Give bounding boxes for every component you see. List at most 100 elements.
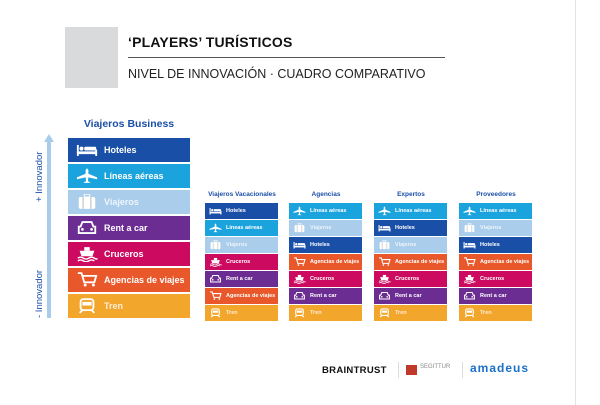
ranking-item-agencias: Agencias de viajes xyxy=(289,254,362,270)
ranking-item-agencias: Agencias de viajes xyxy=(459,254,532,270)
bed-icon xyxy=(374,223,395,233)
train-icon xyxy=(374,308,395,318)
car-icon xyxy=(374,291,395,301)
cart-icon xyxy=(289,257,310,267)
ranking-item-label: Cruceros xyxy=(104,249,144,259)
ranking-item-label: Rent a car xyxy=(104,223,148,233)
ranking-item-rent: Rent a car xyxy=(374,288,447,304)
ship-icon xyxy=(68,246,104,262)
ranking-item-viajeros: Viajeros xyxy=(205,237,278,253)
logo-divider xyxy=(462,362,463,378)
logo-divider xyxy=(398,362,399,378)
bed-icon xyxy=(459,240,480,250)
cart-icon xyxy=(68,272,104,288)
ranking-item-label: Tren xyxy=(480,309,492,316)
suitcase-icon xyxy=(205,239,226,250)
braintrust-logo: BRAINTRUST xyxy=(322,365,387,376)
page-edge-line xyxy=(575,0,576,405)
ranking-item-hoteles: Hoteles xyxy=(289,237,362,253)
ranking-item-lineas: Líneas aéreas xyxy=(374,203,447,219)
bed-icon xyxy=(289,240,310,250)
ship-icon xyxy=(374,274,395,284)
ranking-item-viajeros: Viajeros xyxy=(289,220,362,236)
ship-icon xyxy=(459,274,480,284)
ranking-item-label: Rent a car xyxy=(310,292,337,299)
ranking-item-agencias: Agencias de viajes xyxy=(374,254,447,270)
ranking-item-hoteles: Hoteles xyxy=(374,220,447,236)
cart-icon xyxy=(205,291,226,301)
car-icon xyxy=(289,291,310,301)
ranking-item-hoteles: Hoteles xyxy=(459,237,532,253)
ranking-item-label: Hoteles xyxy=(480,241,500,248)
ranking-item-label: Agencias de viajes xyxy=(104,275,185,285)
ranking-item-rent: Rent a car xyxy=(205,271,278,287)
ranking-item-label: Agencias de viajes xyxy=(395,258,445,265)
plane-icon xyxy=(374,206,395,216)
ranking-item-label: Rent a car xyxy=(395,292,422,299)
ranking-item-lineas: Líneas aéreas xyxy=(205,220,278,236)
ranking-item-label: Viajeros xyxy=(480,224,502,231)
amadeus-logo: amadeus xyxy=(470,361,530,375)
arrow-up-icon xyxy=(44,134,54,142)
column-title-viajeros-vacacionales: Viajeros Vacacionales xyxy=(208,191,276,198)
ship-icon xyxy=(289,274,310,284)
ranking-item-label: Hoteles xyxy=(310,241,330,248)
ranking-item-label: Tren xyxy=(226,309,238,316)
plane-icon xyxy=(68,168,104,184)
ranking-column-viajeros-business: Hoteles Líneas aéreas Viajeros Rent a car Cr… xyxy=(68,138,190,320)
ranking-item-label: Líneas aéreas xyxy=(226,224,263,231)
ranking-item-cruceros: Cruceros xyxy=(68,242,190,266)
ranking-item-label: Hoteles xyxy=(226,207,246,214)
cart-icon xyxy=(374,257,395,267)
ranking-item-label: Cruceros xyxy=(480,275,505,282)
ranking-item-hoteles: Hoteles xyxy=(205,203,278,219)
ranking-item-tren: Tren xyxy=(289,305,362,321)
ranking-item-tren: Tren xyxy=(459,305,532,321)
ranking-column-agencias: Líneas aéreas Viajeros Hoteles Agencias de … xyxy=(289,203,362,323)
ranking-item-label: Agencias de viajes xyxy=(480,258,530,265)
ranking-item-agencias: Agencias de viajes xyxy=(205,288,278,304)
ranking-item-lineas: Líneas aéreas xyxy=(68,164,190,188)
segittur-logo-mark xyxy=(406,365,417,375)
plane-icon xyxy=(289,206,310,216)
ranking-column-viajeros-vacacionales: Hoteles Líneas aéreas Viajeros Cruceros Rent… xyxy=(205,203,278,323)
ranking-item-tren: Tren xyxy=(68,294,190,318)
train-icon xyxy=(459,308,480,318)
ranking-item-rent: Rent a car xyxy=(459,288,532,304)
ranking-item-label: Viajeros xyxy=(310,224,332,231)
ranking-item-label: Tren xyxy=(310,309,322,316)
ranking-column-proveedores: Líneas aéreas Viajeros Hoteles Agencias de … xyxy=(459,203,532,323)
ranking-item-label: Agencias de viajes xyxy=(310,258,360,265)
ship-icon xyxy=(205,257,226,267)
ranking-item-rent: Rent a car xyxy=(68,216,190,240)
ranking-item-label: Cruceros xyxy=(395,275,420,282)
ranking-item-label: Rent a car xyxy=(480,292,507,299)
suitcase-icon xyxy=(459,222,480,233)
ranking-item-tren: Tren xyxy=(374,305,447,321)
ranking-item-label: Rent a car xyxy=(226,275,253,282)
train-icon xyxy=(68,298,104,314)
ranking-item-cruceros: Cruceros xyxy=(374,271,447,287)
column-title-proveedores: Proveedores xyxy=(476,191,516,198)
ranking-item-cruceros: Cruceros xyxy=(289,271,362,287)
ranking-item-label: Agencias de viajes xyxy=(226,292,276,299)
header-gray-square xyxy=(65,27,118,88)
ranking-item-label: Líneas aéreas xyxy=(395,207,432,214)
ranking-item-lineas: Líneas aéreas xyxy=(289,203,362,219)
ranking-item-hoteles: Hoteles xyxy=(68,138,190,162)
ranking-item-label: Hoteles xyxy=(395,224,415,231)
car-icon xyxy=(459,291,480,301)
ranking-item-label: Líneas aéreas xyxy=(104,171,164,181)
ranking-item-label: Tren xyxy=(104,301,124,311)
column-title-viajeros-business: Viajeros Business xyxy=(83,118,175,130)
ranking-item-lineas: Líneas aéreas xyxy=(459,203,532,219)
suitcase-icon xyxy=(374,239,395,250)
column-title-expertos: Expertos xyxy=(397,191,425,198)
car-icon xyxy=(205,274,226,284)
ranking-item-viajeros: Viajeros xyxy=(374,237,447,253)
page-title: ‘PLAYERS’ TURÍSTICOS xyxy=(128,34,293,50)
ranking-item-label: Cruceros xyxy=(310,275,335,282)
cart-icon xyxy=(459,257,480,267)
ranking-item-label: Viajeros xyxy=(104,197,139,207)
train-icon xyxy=(205,308,226,318)
